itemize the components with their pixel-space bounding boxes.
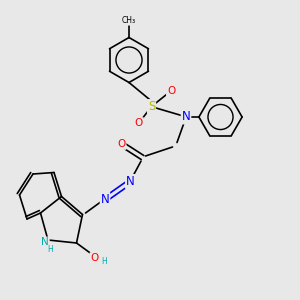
Text: H: H xyxy=(47,244,53,253)
Text: N: N xyxy=(182,110,190,124)
Text: O: O xyxy=(90,253,99,263)
Text: N: N xyxy=(100,193,109,206)
Text: H: H xyxy=(101,256,107,266)
Text: N: N xyxy=(41,237,49,248)
Text: O: O xyxy=(167,86,175,96)
Text: CH₃: CH₃ xyxy=(122,16,136,25)
Text: N: N xyxy=(126,175,135,188)
Text: O: O xyxy=(135,118,143,128)
Text: S: S xyxy=(148,100,155,113)
Text: O: O xyxy=(117,139,126,149)
Text: N: N xyxy=(126,175,135,188)
